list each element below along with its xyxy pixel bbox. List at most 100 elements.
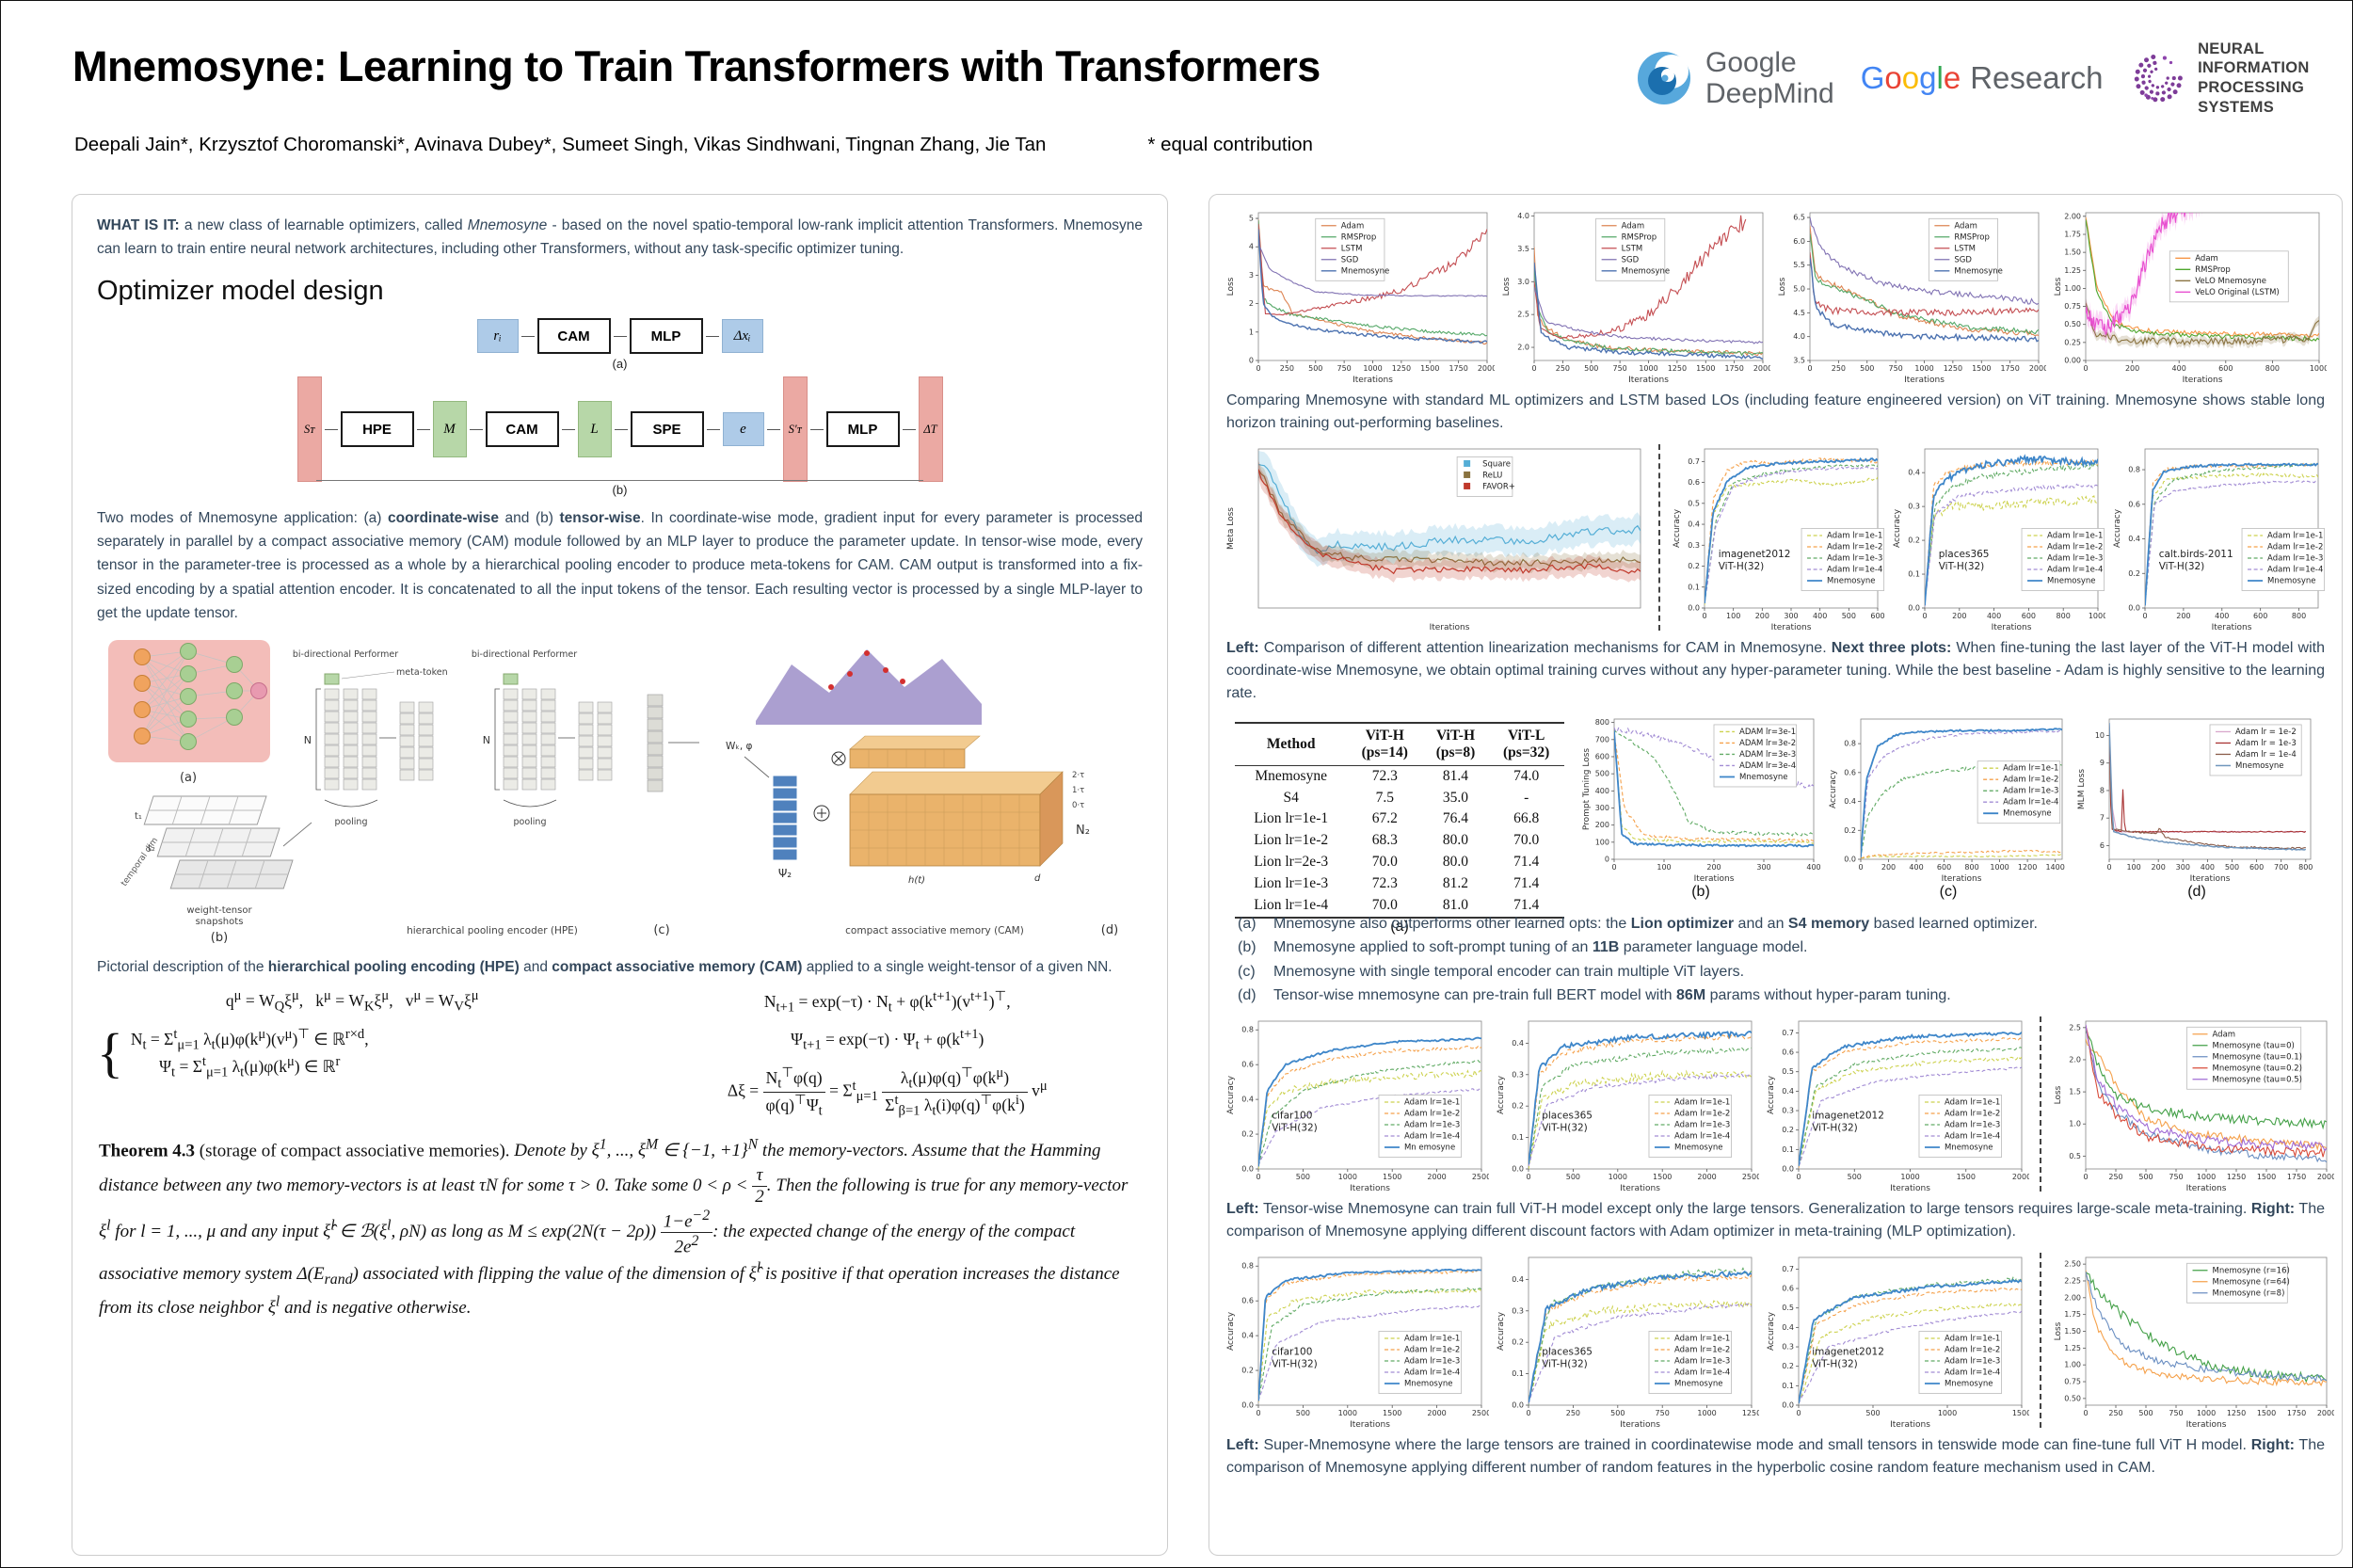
svg-text:Iterations: Iterations [1620,1420,1660,1430]
fig-psi-label: Ψ₂ [778,867,792,880]
eq-nt: Nt = Σtμ=1 λt(μ)φ(kμ)(vμ)⊤ ∈ ℝr×d, [130,1027,369,1053]
svg-text:1.50: 1.50 [2064,1327,2081,1336]
svg-text:600: 600 [1870,612,1884,620]
svg-text:Iterations: Iterations [1992,623,2032,632]
svg-text:600: 600 [2218,364,2233,373]
svg-text:0: 0 [2083,1173,2088,1181]
lion-s4-table: Method ViT-H (ps=14) ViT-H (ps=8) ViT-L (ps=32… [1225,712,1575,920]
svg-text:Iterations: Iterations [2212,623,2252,632]
svg-text:1000: 1000 [1609,1173,1627,1181]
svg-text:200: 200 [2125,364,2139,373]
google-research-logo: Google Research [1861,60,2104,96]
theorem-4-3: Theorem 4.3 (storage of compact associat… [99,1136,1128,1319]
svg-text:Mnemosyne: Mnemosyne [1945,1380,1993,1389]
fig-t1: t₁ [135,811,142,822]
svg-text:0.6: 0.6 [1241,1297,1254,1305]
finding-item: (b) Mnemosyne applied to soft-prompt tuni… [1238,939,1808,956]
svg-text:5.0: 5.0 [1793,285,1805,294]
hpe-group: bi-directional Performer meta-token N [293,649,699,937]
svg-text:0.3: 0.3 [1512,1070,1524,1079]
deepmind-google-word: Google [1705,47,1797,78]
svg-text:Iterations: Iterations [1694,874,1735,884]
svg-text:Adam lr=1e-3: Adam lr=1e-3 [1404,1357,1460,1367]
svg-text:2: 2 [1249,299,1254,308]
svg-text:Adam lr=1e-2: Adam lr=1e-2 [1404,1110,1460,1119]
chart-multilayer-accuracy: 0.0 0.2 0.4 0.6 0.8 0 200 400 600 800 1000 1200 1400… [1827,712,2070,884]
svg-text:1.75: 1.75 [2064,230,2081,238]
svg-text:400: 400 [1909,863,1923,872]
svg-text:0.4: 0.4 [1512,1039,1524,1048]
svg-text:1200: 1200 [2018,863,2037,872]
caption-row5: Left: Super-Mnemosyne where the large te… [1226,1437,2326,1477]
chart-caltbirds-coordwise: 0.0 0.2 0.4 0.6 0.8 0 200 400 600 800 Iterations Ac… [2111,442,2326,632]
svg-text:Mnemosyne: Mnemosyne [1404,1380,1453,1389]
svg-text:0.4: 0.4 [1512,1275,1524,1284]
svg-text:7: 7 [2100,814,2105,823]
svg-text:1000: 1000 [1338,1409,1357,1417]
svg-text:cifar100: cifar100 [1272,1111,1312,1122]
svg-text:0: 0 [1526,1173,1530,1181]
neurips-line1: NEURAL INFORMATION [2198,40,2310,77]
svg-text:LSTM: LSTM [1341,244,1363,253]
svg-text:0.7: 0.7 [1782,1029,1794,1037]
caption-row4: Left: Tensor-wise Mnemosyne can train fu… [1226,1201,2325,1240]
svg-text:1000: 1000 [1914,364,1933,373]
svg-text:0.3: 0.3 [1782,1343,1794,1352]
connector-line [561,428,575,430]
svg-text:2.50: 2.50 [2064,1260,2081,1269]
svg-text:Mnemosyne: Mnemosyne [2235,761,2284,771]
svg-text:1500: 1500 [1653,1173,1672,1181]
svg-text:1000: 1000 [1697,1409,1716,1417]
svg-text:750: 750 [1656,1409,1670,1417]
svg-text:0.3: 0.3 [1908,503,1920,511]
svg-text:cifar100: cifar100 [1272,1347,1312,1358]
svg-text:Iterations: Iterations [1942,874,1982,884]
connector-line [614,428,628,430]
svg-text:1500: 1500 [1696,364,1715,373]
chart-cifar100-tensorwise: 0.0 0.2 0.4 0.6 0.8 0 500 1000 1500 2000 2500 Itera… [1225,1015,1491,1194]
svg-text:Accuracy: Accuracy [1497,1075,1506,1114]
svg-text:Adam lr=1e-4: Adam lr=1e-4 [2267,566,2323,575]
svg-text:Accuracy: Accuracy [1829,769,1838,808]
svg-text:500: 500 [1595,770,1609,778]
svg-text:0: 0 [1702,612,1706,620]
chart-places365-coordwise: 0.0 0.1 0.2 0.3 0.4 0 200 400 600 800 1000 Iteratio… [1891,442,2107,632]
svg-text:0: 0 [2083,364,2088,373]
svg-text:0.0: 0.0 [1512,1165,1524,1174]
svg-text:1500: 1500 [1420,364,1439,373]
eq-qkv: qμ = WQξμ, kμ = WKξμ, vμ = WVξμ [225,987,479,1015]
svg-text:250: 250 [1566,1409,1580,1417]
svg-text:1500: 1500 [1957,1173,1976,1181]
svg-text:Adam lr=1e-3: Adam lr=1e-3 [1404,1121,1460,1130]
svg-text:200: 200 [1706,863,1721,872]
svg-text:2000: 2000 [1478,364,1495,373]
svg-text:Mnemosyne: Mnemosyne [1622,266,1671,276]
fig-meta-token: meta-token [396,667,448,678]
svg-text:FAVOR+: FAVOR+ [1482,482,1515,491]
svg-text:imagenet2012: imagenet2012 [1719,549,1791,560]
fig-label-a: (a) [180,771,197,785]
svg-text:1400: 1400 [2045,863,2064,872]
svg-text:Mnemosyne (tau=0.2): Mnemosyne (tau=0.2) [2213,1064,2302,1073]
svg-text:0.5: 0.5 [1782,1304,1794,1312]
svg-text:0: 0 [1922,612,1927,620]
research-word: Research [1970,60,2104,95]
svg-text:6.5: 6.5 [1793,214,1805,222]
table-row: Lion lr=1e-3 72.3 81.2 71.4 [1254,875,1540,892]
svg-text:Adam lr=1e-2: Adam lr=1e-2 [1404,1346,1460,1355]
svg-text:Iterations: Iterations [1628,376,1669,385]
svg-text:Square: Square [1482,459,1511,469]
svg-text:4.5: 4.5 [1793,309,1805,317]
bert-cell: 6 7 8 9 10 0 100 200 300 400 500 600 700 800 Iteration… [2075,712,2318,908]
neurips-logo: NEURAL INFORMATION PROCESSING SYSTEMS [2129,40,2352,118]
svg-text:0.0: 0.0 [1782,1401,1794,1410]
svg-text:300: 300 [1784,612,1798,620]
svg-text:250: 250 [1832,364,1846,373]
svg-text:0.2: 0.2 [1782,1362,1794,1370]
svg-text:Iterations: Iterations [1890,1184,1930,1193]
table-row: Lion lr=1e-1 67.2 76.4 66.8 [1254,810,1540,827]
svg-text:Adam lr=1e-3: Adam lr=1e-3 [2267,554,2323,564]
panel-label-a: (a) [1390,919,1409,936]
equal-contribution: * equal contribution [1147,134,1313,155]
chart-imagenet-super: 0.0 0.1 0.2 0.3 0.4 0.5 0.6 0.7 0 500 1000 1500 Iter… [1765,1251,2031,1431]
